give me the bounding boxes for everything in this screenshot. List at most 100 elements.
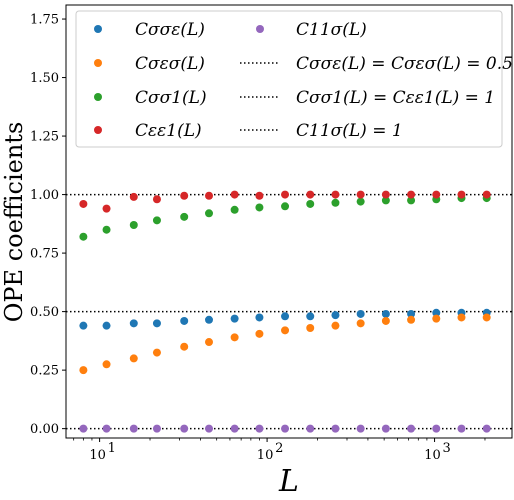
legend-label-0: Cσσε(L) [135,20,205,40]
point-s2-8 [281,202,290,211]
point-s3-3 [152,195,161,204]
point-s3-11 [356,190,365,199]
point-s0-10 [331,311,340,320]
point-s0-6 [230,314,239,323]
legend-marker-3 [94,126,102,134]
series-3 [79,190,491,213]
point-s4-14 [432,424,441,433]
point-s3-0 [79,199,88,208]
point-s1-7 [255,329,264,338]
point-s0-0 [79,321,88,330]
point-s3-15 [457,190,466,199]
x-tick-exponent: 1 [108,441,116,456]
point-s1-16 [482,313,491,322]
point-s4-12 [381,424,390,433]
point-s4-8 [281,424,290,433]
point-s4-7 [255,424,264,433]
point-s1-9 [306,323,315,332]
y-tick-label: 1.00 [30,188,59,203]
legend-label-2: Cσσ1(L) [135,88,207,108]
x-axis-title: L [278,464,299,499]
point-s0-4 [180,316,189,325]
point-s1-8 [281,326,290,335]
series-4 [79,424,491,433]
point-s1-5 [205,338,214,347]
x-tick-label: 10 [257,448,274,463]
point-s0-14 [432,308,441,317]
point-s1-14 [432,314,441,323]
y-tick-label: 0.75 [30,247,59,262]
point-s3-10 [331,190,340,199]
legend-ref-label-1: Cσσ1(L) = Cεε1(L) = 1 [296,88,495,108]
legend-ref-label-0: Cσσε(L) = Cσεσ(L) = 0.5 [296,54,513,74]
y-tick-label: 0.50 [30,305,59,320]
point-s4-0 [79,424,88,433]
point-s1-1 [102,360,111,369]
point-s4-4 [180,424,189,433]
legend-ref-label-2: C11σ(L) = 1 [296,121,403,141]
legend-frame [75,10,503,148]
point-s4-13 [407,424,416,433]
legend: Cσσε(L) Cσεσ(L) Cσσ1(L) Cεε1(L) C11σ(L) Cσσε(… [75,10,513,148]
point-s0-9 [306,312,315,321]
point-s0-12 [381,309,390,318]
point-s0-3 [152,319,161,328]
point-s2-13 [407,196,416,205]
point-s1-0 [79,366,88,375]
point-s1-3 [152,348,161,357]
point-s4-6 [230,424,239,433]
point-s4-5 [205,424,214,433]
point-s1-6 [230,333,239,342]
point-s4-1 [102,424,111,433]
y-tick-label: 1.25 [30,130,59,145]
legend-marker-2 [94,93,102,101]
point-s2-1 [102,225,111,234]
point-s0-1 [102,321,111,330]
y-tick-label: 1.50 [30,71,59,86]
reference-lines [66,193,512,430]
legend-label-4: C11σ(L) [296,20,367,40]
point-s0-5 [205,315,214,324]
point-s2-0 [79,232,88,241]
point-s2-12 [381,196,390,205]
point-s0-8 [281,312,290,321]
point-s1-13 [407,315,416,324]
point-s3-2 [129,192,138,201]
point-s2-4 [180,212,189,221]
point-s1-2 [129,354,138,363]
series-0 [79,308,491,330]
point-s3-8 [281,190,290,199]
point-s4-11 [356,424,365,433]
series-2 [79,194,491,241]
point-s2-5 [205,209,214,218]
point-s3-7 [255,191,264,200]
point-s4-2 [129,424,138,433]
point-s1-10 [331,321,340,330]
point-s0-11 [356,309,365,318]
x-axis-ticks: 10 1 10 2 10 3 [73,438,486,463]
point-s3-1 [102,204,111,213]
y-tick-label: 0.00 [30,422,59,437]
y-axis-title: OPE coefficients [0,122,28,323]
point-s2-6 [230,205,239,214]
point-s3-6 [230,190,239,199]
point-s3-9 [306,190,315,199]
legend-marker-4 [256,25,264,33]
point-s0-2 [129,319,138,328]
point-s3-12 [381,190,390,199]
point-s2-7 [255,203,264,212]
point-s3-16 [482,190,491,199]
point-s3-4 [180,191,189,200]
legend-marker-1 [94,59,102,67]
legend-marker-0 [94,25,102,33]
point-s4-10 [331,424,340,433]
data-points [79,190,491,433]
point-s4-15 [457,424,466,433]
y-axis-ticks: 0.00 0.25 0.50 0.75 1.00 1.25 1.50 1.75 [30,13,66,437]
x-tick-exponent: 3 [443,441,451,456]
point-s3-5 [205,191,214,200]
point-s1-4 [180,342,189,351]
point-s2-10 [331,198,340,207]
point-s2-3 [152,216,161,225]
